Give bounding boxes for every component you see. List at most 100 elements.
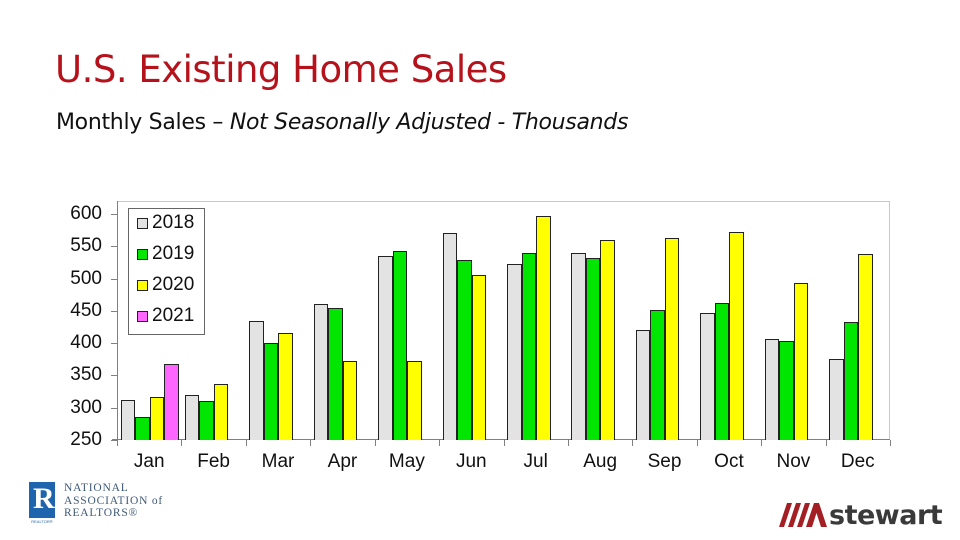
bar-2020-mar: [278, 332, 293, 440]
x-tick: [632, 440, 634, 446]
bar-2019-oct: [714, 303, 730, 440]
x-tick: [761, 440, 763, 446]
bar-2019-may: [392, 251, 408, 440]
chart-legend: 2018 2019 2020 2021: [128, 208, 205, 335]
bar-2018-aug: [571, 253, 586, 440]
nar-line-1: NATIONAL: [64, 482, 129, 494]
bar-2019-jul: [521, 252, 536, 440]
y-tick: [111, 278, 117, 280]
nar-line-2: ASSOCIATION of: [64, 494, 164, 507]
bar-2019-nov: [779, 340, 794, 440]
x-tick-label: Jun: [455, 451, 487, 472]
y-tick: [111, 375, 117, 377]
x-tick: [696, 440, 698, 446]
bar-2018-dec: [829, 358, 844, 440]
bar-2020-apr: [342, 361, 358, 440]
y-tick-label: 550: [70, 235, 102, 257]
stewart-logo: stewart: [775, 500, 943, 531]
bar-2019-mar: [263, 343, 279, 440]
x-tick: [310, 440, 312, 446]
bar-2020-jun: [471, 274, 487, 440]
bar-2019-jan: [135, 417, 150, 440]
y-tick-label: 250: [70, 429, 102, 450]
legend-label: 2019: [152, 243, 195, 264]
bar-2021-jan: [164, 364, 179, 440]
bar-2020-aug: [600, 239, 615, 440]
bar-2018-jun: [442, 232, 458, 440]
x-tick: [439, 440, 441, 446]
bar-2019-dec: [843, 321, 859, 440]
bar-2020-dec: [858, 254, 873, 440]
y-tick-label: 350: [70, 364, 102, 386]
x-tick-label: Sep: [647, 451, 682, 472]
legend-swatch: [137, 279, 148, 291]
bar-2018-jan: [120, 399, 135, 440]
stewart-stripes-icon: [779, 503, 827, 527]
bar-2019-feb: [199, 400, 214, 440]
y-tick: [111, 407, 117, 409]
bar-2019-jun: [457, 260, 472, 440]
y-tick-label: 600: [70, 203, 102, 224]
y-tick-label: 400: [70, 332, 102, 354]
bar-2018-mar: [249, 321, 264, 440]
bar-2018-sep: [635, 329, 651, 440]
y-tick-label: 450: [70, 299, 102, 321]
bar-2019-sep: [650, 310, 665, 440]
legend-item-2019: 2019: [137, 243, 194, 265]
x-tick-label: Feb: [197, 451, 230, 472]
x-tick: [567, 440, 569, 446]
bar-2020-jul: [536, 215, 551, 440]
bar-2020-oct: [729, 232, 744, 440]
bar-2019-apr: [328, 307, 343, 440]
x-tick-label: Nov: [776, 451, 811, 472]
x-axis: [112, 439, 890, 440]
chart-subtitle: Monthly Sales – Not Seasonally Adjusted …: [56, 110, 628, 135]
x-tick: [890, 440, 891, 446]
x-tick: [374, 440, 376, 446]
realtor-r-letter: R: [33, 482, 55, 515]
bar-2020-nov: [793, 283, 809, 440]
x-tick: [245, 440, 247, 446]
y-tick-label: 300: [70, 396, 102, 418]
x-tick-label: Mar: [261, 451, 295, 472]
bar-2018-jul: [507, 263, 522, 440]
subtitle-italic: Not Seasonally Adjusted - Thousands: [229, 110, 629, 135]
y-tick-label: 500: [70, 267, 102, 289]
legend-label: 2018: [152, 212, 195, 233]
realtor-badge: REALTOR®: [31, 519, 53, 524]
y-axis: [117, 201, 118, 440]
legend-label: 2021: [152, 305, 195, 326]
bar-2020-may: [407, 361, 422, 440]
subtitle-plain: Monthly Sales –: [56, 110, 230, 135]
chart-title: U.S. Existing Home Sales: [55, 48, 507, 91]
x-tick-label: Jan: [133, 451, 165, 472]
nar-line-3: REALTORS®: [64, 507, 139, 519]
nar-name: NATIONAL ASSOCIATION of REALTORS®: [64, 482, 163, 520]
x-tick: [825, 440, 827, 446]
x-tick-label: Apr: [327, 451, 358, 472]
bar-2020-jan: [149, 397, 164, 440]
realtor-r-icon: R: [29, 482, 55, 518]
legend-swatch: [137, 248, 148, 260]
bar-2019-aug: [585, 257, 601, 440]
y-tick: [111, 214, 117, 215]
bar-2018-apr: [313, 304, 329, 440]
bar-2020-sep: [664, 237, 680, 440]
legend-item-2018: 2018: [137, 212, 194, 234]
x-tick-label: Oct: [714, 451, 744, 472]
y-tick: [111, 310, 117, 312]
y-tick: [111, 246, 117, 248]
legend-swatch: [137, 217, 148, 229]
bar-2018-feb: [184, 395, 200, 440]
x-tick-label: Dec: [840, 451, 875, 472]
x-tick: [181, 440, 183, 446]
legend-label: 2020: [152, 274, 195, 295]
x-tick: [503, 440, 505, 446]
legend-item-2020: 2020: [137, 274, 194, 296]
x-tick-label: May: [388, 451, 425, 472]
y-tick: [111, 440, 117, 441]
x-tick-label: Aug: [583, 451, 618, 472]
bar-2018-nov: [764, 339, 780, 440]
x-tick: [117, 440, 118, 446]
bar-2018-may: [378, 255, 393, 440]
